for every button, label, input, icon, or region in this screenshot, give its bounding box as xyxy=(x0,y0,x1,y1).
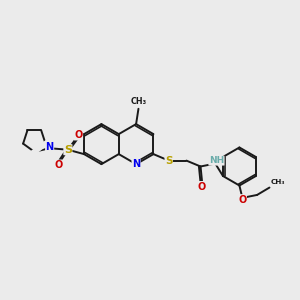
Text: CH₃: CH₃ xyxy=(271,179,285,185)
Text: CH₃: CH₃ xyxy=(130,97,146,106)
Text: O: O xyxy=(74,130,83,140)
Text: S: S xyxy=(64,145,72,155)
Text: NH: NH xyxy=(209,156,224,165)
Text: O: O xyxy=(197,182,206,191)
Text: N: N xyxy=(46,142,54,152)
Text: O: O xyxy=(238,195,247,205)
Text: O: O xyxy=(54,160,62,170)
Text: S: S xyxy=(165,156,172,166)
Text: N: N xyxy=(132,159,140,169)
